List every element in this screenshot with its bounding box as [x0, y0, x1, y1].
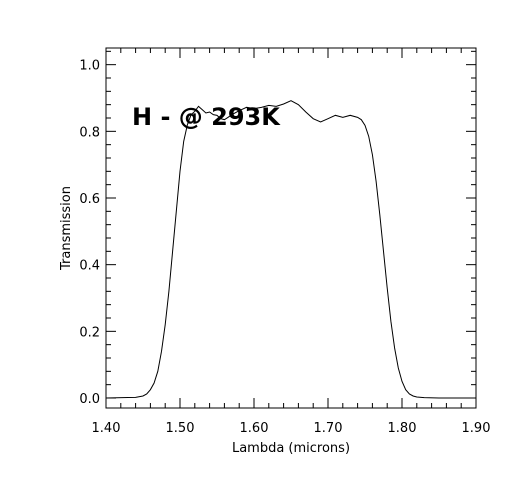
axis-tick-labels: 1.40 1.50 1.60 1.70 1.80 1.90 0.0 0.2 0.4 0.6 0.8 1… — [79, 59, 490, 436]
axis-ticks — [105, 48, 477, 408]
filter-annotation: H - @ 293K — [132, 103, 281, 131]
plot-frame — [105, 47, 477, 409]
y-tick-label: 0.4 — [79, 259, 100, 274]
y-tick-label: 0.2 — [79, 325, 100, 340]
y-tick-label: 1.0 — [79, 59, 100, 74]
x-tick-label: 1.70 — [314, 421, 343, 436]
x-tick-label: 1.90 — [462, 421, 491, 436]
y-tick-label: 0.6 — [79, 192, 100, 207]
x-tick-label: 1.50 — [166, 421, 195, 436]
y-tick-label: 0.8 — [79, 125, 100, 140]
x-tick-label: 1.60 — [240, 421, 269, 436]
y-axis-label: Transmission — [59, 186, 74, 271]
x-tick-label: 1.40 — [92, 421, 121, 436]
y-tick-label: 0.0 — [79, 392, 100, 407]
x-axis-label: Lambda (microns) — [232, 441, 350, 456]
transmission-curve — [105, 100, 476, 399]
x-tick-label: 1.80 — [388, 421, 417, 436]
